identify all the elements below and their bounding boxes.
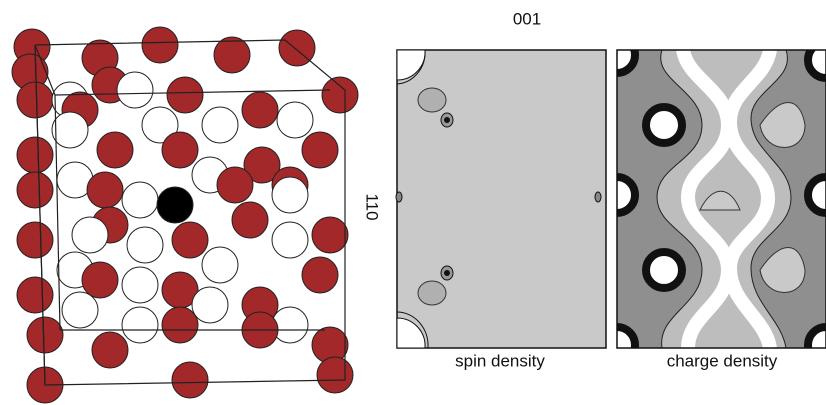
- atom-red: [17, 137, 53, 173]
- atom-red: [214, 37, 250, 73]
- panel-label: charge density: [667, 351, 778, 370]
- atom-white: [192, 287, 228, 323]
- atom-white: [72, 217, 108, 253]
- atomic-structure: [12, 27, 358, 403]
- atom-dopant: [157, 187, 193, 223]
- atom-white: [52, 112, 88, 148]
- atom-white: [62, 292, 98, 328]
- atom-red: [97, 132, 133, 168]
- atom-red: [172, 362, 208, 398]
- panel-label: spin density: [455, 351, 545, 370]
- atom-white: [122, 267, 158, 303]
- atom-red: [162, 307, 198, 343]
- atom-red: [27, 317, 63, 353]
- atom-white: [272, 177, 308, 213]
- atom-red: [322, 77, 358, 113]
- atom-red: [17, 277, 53, 313]
- atom-red: [217, 167, 253, 203]
- atom-red: [172, 222, 208, 258]
- atom-red: [167, 77, 203, 113]
- atom-red: [317, 357, 353, 393]
- atom-red: [302, 257, 338, 293]
- atom-white: [127, 227, 163, 263]
- atom-red: [17, 82, 53, 118]
- atom-red: [17, 172, 53, 208]
- atom-red: [87, 172, 123, 208]
- atom-white: [122, 307, 158, 343]
- direction-label: 001: [513, 9, 541, 28]
- atom-white: [122, 182, 158, 218]
- atom-red: [312, 217, 348, 253]
- atom-white: [202, 107, 238, 143]
- atom-red: [17, 222, 53, 258]
- atom-white: [272, 222, 308, 258]
- atom-white: [117, 72, 153, 108]
- atom-white: [277, 102, 313, 138]
- atom-red: [162, 132, 198, 168]
- atom-red: [302, 132, 338, 168]
- axis-label: 110: [363, 193, 382, 220]
- figure: 110 001 spin density: [0, 0, 826, 405]
- spin-density-map: [396, 50, 606, 348]
- atom-red: [232, 202, 268, 238]
- charge-density-map: [599, 37, 826, 363]
- atom-red: [92, 332, 128, 368]
- atom-white: [202, 247, 238, 283]
- atom-red: [82, 262, 118, 298]
- atom-red: [142, 27, 178, 63]
- atom-red: [242, 92, 278, 128]
